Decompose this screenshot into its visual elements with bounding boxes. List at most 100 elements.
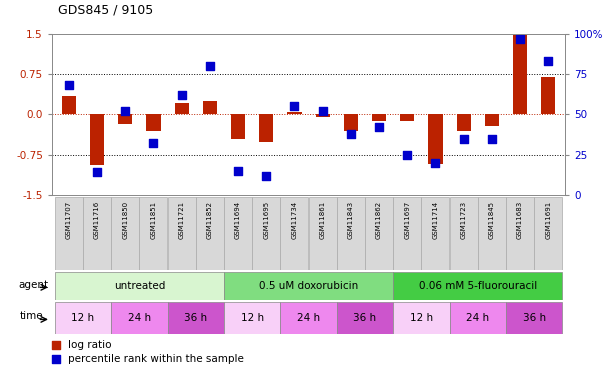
Point (403, 152, 412, 157)
Bar (422, 197, 450, 270)
Text: agent: agent (18, 279, 48, 290)
Bar (365, 197, 393, 270)
Bar (506, 197, 534, 270)
Point (64, 82, 74, 88)
Text: GSM11714: GSM11714 (433, 201, 439, 238)
Bar (167, 197, 196, 270)
Text: GSM11843: GSM11843 (348, 201, 354, 238)
Text: 12 h: 12 h (410, 313, 433, 323)
Point (205, 63, 214, 69)
Text: GSM11694: GSM11694 (235, 201, 241, 238)
Bar (280, 197, 309, 270)
Point (177, 92, 186, 98)
Point (259, 140, 269, 146)
Point (120, 108, 130, 114)
Text: 24 h: 24 h (466, 313, 489, 323)
Bar (400, 114, 414, 121)
Point (262, 172, 271, 178)
Point (346, 131, 356, 137)
Text: GSM11852: GSM11852 (207, 201, 213, 238)
Text: 24 h: 24 h (297, 313, 320, 323)
Bar (62, 96, 76, 114)
Bar (224, 272, 393, 300)
Point (487, 136, 497, 142)
Bar (147, 114, 161, 130)
Bar (280, 302, 337, 334)
Text: GSM11695: GSM11695 (263, 201, 269, 238)
Text: 12 h: 12 h (241, 313, 264, 323)
Bar (111, 197, 139, 270)
Bar (111, 302, 167, 334)
Bar (139, 197, 167, 270)
Bar (316, 114, 330, 117)
Text: GDS845 / 9105: GDS845 / 9105 (58, 4, 153, 17)
Bar (456, 114, 470, 130)
Bar (506, 302, 562, 334)
Bar (393, 272, 562, 300)
Bar (196, 197, 224, 270)
Bar (259, 114, 273, 142)
Text: GSM11851: GSM11851 (150, 201, 156, 238)
Bar (90, 114, 104, 165)
Point (374, 124, 384, 130)
Bar (541, 77, 555, 114)
Text: 12 h: 12 h (71, 313, 95, 323)
Bar (534, 197, 562, 270)
Point (290, 103, 299, 110)
Text: GSM11707: GSM11707 (66, 201, 72, 239)
Bar (252, 197, 280, 270)
Text: GSM11861: GSM11861 (320, 201, 326, 239)
Point (259, 267, 269, 273)
Bar (372, 114, 386, 121)
Bar (55, 272, 224, 300)
Bar (118, 114, 133, 124)
Text: GSM11716: GSM11716 (94, 201, 100, 239)
Text: time: time (20, 311, 43, 321)
Text: GSM11723: GSM11723 (461, 201, 467, 238)
Text: GSM11734: GSM11734 (291, 201, 298, 238)
Bar (224, 302, 280, 334)
Bar (393, 302, 450, 334)
Bar (337, 302, 393, 334)
Bar (337, 197, 365, 270)
Text: 36 h: 36 h (522, 313, 546, 323)
Point (318, 108, 327, 114)
Text: untreated: untreated (114, 281, 165, 291)
Point (459, 136, 469, 142)
Text: log ratio: log ratio (68, 339, 112, 350)
Bar (55, 197, 83, 270)
Bar (428, 114, 442, 164)
Point (233, 168, 243, 174)
Text: 0.5 uM doxorubicin: 0.5 uM doxorubicin (259, 281, 358, 291)
Bar (224, 197, 252, 270)
Bar (450, 197, 478, 270)
Text: GSM11845: GSM11845 (489, 201, 495, 238)
Bar (344, 114, 358, 130)
Bar (287, 112, 301, 114)
Bar (450, 302, 506, 334)
Point (148, 140, 158, 146)
Text: GSM11697: GSM11697 (404, 201, 410, 239)
Bar (393, 197, 421, 270)
Bar (203, 101, 217, 114)
Text: GSM11721: GSM11721 (178, 201, 185, 238)
Bar (513, 35, 527, 114)
Point (543, 58, 553, 64)
Bar (167, 302, 224, 334)
Bar (175, 102, 189, 114)
Point (431, 160, 441, 166)
Text: GSM11862: GSM11862 (376, 201, 382, 238)
Text: GSM11691: GSM11691 (545, 201, 551, 239)
Bar (485, 114, 499, 126)
Text: 36 h: 36 h (184, 313, 207, 323)
Bar (231, 114, 245, 139)
Text: 24 h: 24 h (128, 313, 151, 323)
Point (515, 36, 525, 42)
Text: 0.06 mM 5-fluorouracil: 0.06 mM 5-fluorouracil (419, 281, 537, 291)
Bar (478, 197, 506, 270)
Text: GSM11850: GSM11850 (122, 201, 128, 238)
Bar (309, 197, 337, 270)
Bar (55, 302, 111, 334)
Bar (83, 197, 111, 270)
Point (92, 170, 102, 176)
